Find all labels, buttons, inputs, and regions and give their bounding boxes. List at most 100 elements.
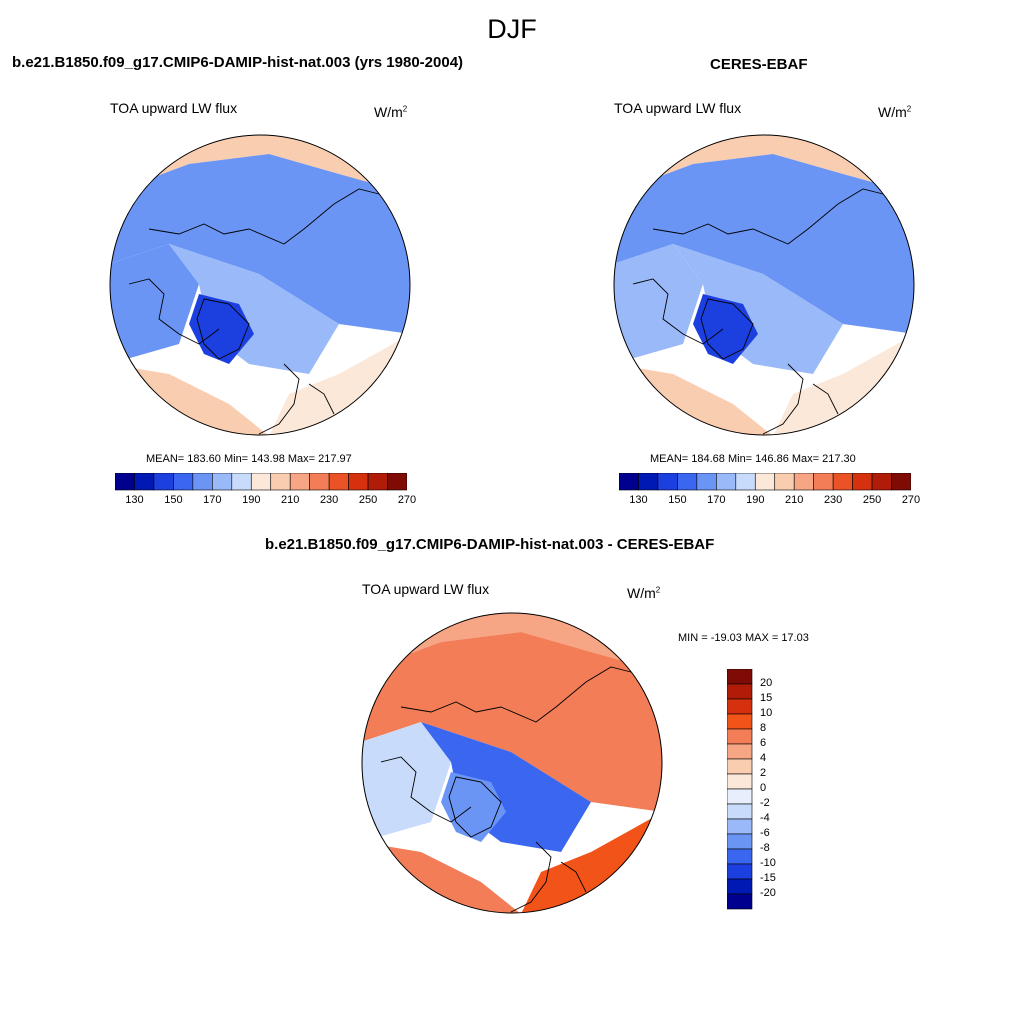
colorbar-tick-label: 130 xyxy=(629,494,648,506)
coastline xyxy=(652,188,884,245)
colorbar-swatch xyxy=(727,669,753,685)
coastline xyxy=(128,278,220,345)
colorbar-tick-label: -10 xyxy=(760,857,776,869)
colorbar-tick-label: 190 xyxy=(242,494,261,506)
colorbar-tick-label: 250 xyxy=(862,494,882,506)
colorbar-tick-label: 15 xyxy=(760,692,773,704)
colorbar-swatch xyxy=(813,473,834,491)
region-siberia xyxy=(362,632,662,812)
panel1-map xyxy=(109,134,411,436)
colorbar-swatch xyxy=(793,473,814,491)
region-north-atlantic xyxy=(110,364,269,435)
panel2-stats: MEAN= 184.68 Min= 146.86 Max= 217.30 xyxy=(650,453,856,465)
colorbar-swatch xyxy=(250,473,272,491)
colorbar-tick-label: 8 xyxy=(760,722,767,734)
colorbar-tick-label: 150 xyxy=(164,494,183,506)
colorbar-tick-label: -6 xyxy=(760,827,770,839)
colorbar-swatch xyxy=(270,473,291,491)
colorbar-swatch xyxy=(871,473,892,491)
panel2-variable: TOA upward LW flux xyxy=(614,100,742,116)
colorbar-swatch xyxy=(328,473,349,491)
panel1-units: W/m2 xyxy=(374,104,408,120)
colorbar-swatch xyxy=(716,473,737,491)
coastline xyxy=(196,298,250,360)
colorbar-tick-label: -15 xyxy=(760,872,776,884)
colorbar-swatch xyxy=(387,473,407,491)
colorbar-tick-label: 210 xyxy=(281,494,300,506)
panel2-map xyxy=(613,134,915,436)
colorbar-swatch xyxy=(231,473,252,491)
colorbar-tick-label: 170 xyxy=(707,494,726,506)
colorbar-swatch xyxy=(727,803,753,820)
region-north-atlantic xyxy=(614,364,773,435)
colorbar-tick-label: 210 xyxy=(785,494,804,506)
colorbar-tick-label: 10 xyxy=(760,707,773,719)
colorbar-swatch xyxy=(727,833,753,850)
colorbar-swatch xyxy=(638,473,659,491)
coastline xyxy=(308,383,335,415)
region-north-america xyxy=(110,244,199,364)
colorbar-tick-label: 170 xyxy=(203,494,222,506)
colorbar-swatch xyxy=(727,863,753,880)
colorbar-tick-label: 250 xyxy=(358,494,378,506)
colorbar-swatch xyxy=(727,743,753,760)
colorbar-swatch xyxy=(727,773,753,790)
colorbar-swatch xyxy=(348,473,369,491)
colorbar-swatch xyxy=(727,818,753,835)
colorbar-swatch xyxy=(677,473,698,491)
colorbar-swatch xyxy=(727,893,753,910)
region-greenland xyxy=(189,294,254,364)
colorbar-swatch xyxy=(619,473,639,491)
colorbar-swatch xyxy=(696,473,717,491)
colorbar-tick-label: 230 xyxy=(823,494,843,506)
colorbar-swatch xyxy=(727,698,753,715)
colorbar-swatch xyxy=(309,473,330,491)
figure-title: DJF xyxy=(487,14,537,44)
colorbar-tick-label: 2 xyxy=(760,767,767,779)
panel1-title: b.e21.B1850.f09_g17.CMIP6-DAMIP-hist-nat… xyxy=(12,54,464,71)
panel3-variable: TOA upward LW flux xyxy=(362,581,490,597)
colorbar-tick-label: 270 xyxy=(397,494,417,506)
coastline xyxy=(148,188,380,245)
colorbar-tick-label: -2 xyxy=(760,797,770,809)
colorbar-tick-label: 130 xyxy=(125,494,144,506)
coastline xyxy=(632,278,724,345)
region-greenland xyxy=(441,772,506,842)
colorbar-tick-label: 270 xyxy=(901,494,921,506)
colorbar-swatch xyxy=(173,473,194,491)
panel1-colorbar xyxy=(115,473,407,491)
coastline xyxy=(812,383,839,415)
coastline xyxy=(560,861,587,893)
colorbar-swatch xyxy=(212,473,233,491)
panel3-map xyxy=(361,612,663,914)
coastline xyxy=(380,756,472,823)
panel3-colorbar-labels: 20 15 10 8 6 4 2 0 -2 -4 -6 -8 -10 -15 -20 xyxy=(760,669,800,919)
colorbar-swatch xyxy=(115,473,135,491)
colorbar-swatch xyxy=(134,473,155,491)
colorbar-swatch xyxy=(727,758,753,775)
colorbar-swatch xyxy=(727,878,753,895)
colorbar-tick-label: 190 xyxy=(746,494,765,506)
colorbar-tick-label: -4 xyxy=(760,812,770,824)
colorbar-swatch xyxy=(727,713,753,730)
region-greenland xyxy=(693,294,758,364)
colorbar-swatch xyxy=(289,473,310,491)
colorbar-tick-label: -20 xyxy=(760,887,776,899)
coastline xyxy=(762,363,804,435)
panel2-units: W/m2 xyxy=(878,104,912,120)
panel3-title: b.e21.B1850.f09_g17.CMIP6-DAMIP-hist-nat… xyxy=(265,536,715,553)
colorbar-swatch xyxy=(727,848,753,865)
colorbar-tick-label: 6 xyxy=(760,737,767,749)
coastline xyxy=(400,666,632,723)
colorbar-tick-label: 20 xyxy=(760,677,773,689)
region-siberia xyxy=(614,154,914,334)
region-north-atlantic xyxy=(362,842,521,913)
panel1-stats: MEAN= 183.60 Min= 143.98 Max= 217.97 xyxy=(146,453,352,465)
colorbar-swatch xyxy=(832,473,853,491)
region-north-america xyxy=(362,722,451,842)
panel1-variable: TOA upward LW flux xyxy=(110,100,238,116)
colorbar-swatch xyxy=(774,473,795,491)
colorbar-tick-label: 4 xyxy=(760,752,767,764)
coastline xyxy=(448,776,502,838)
region-arctic-ocean xyxy=(673,244,843,374)
